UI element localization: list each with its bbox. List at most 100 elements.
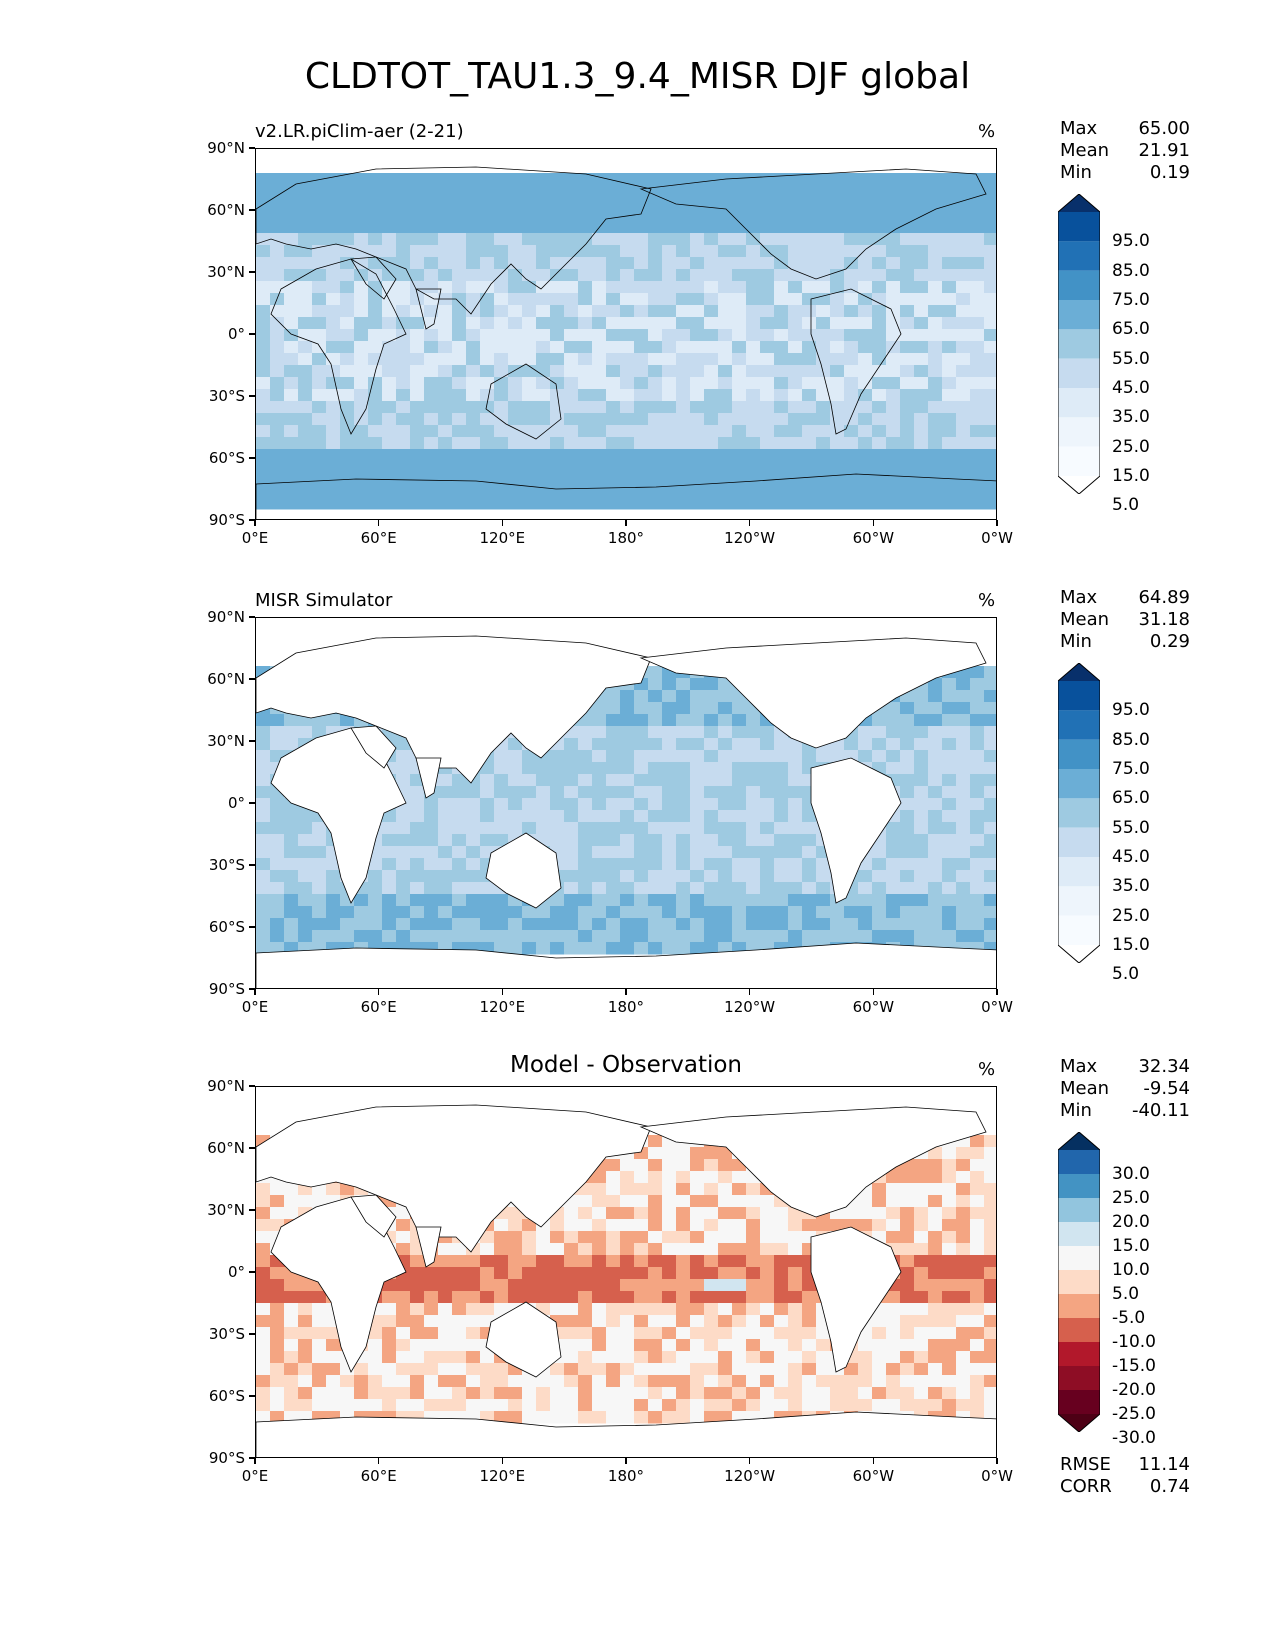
lat-tick	[249, 988, 255, 990]
stat-label: Mean	[1060, 1078, 1110, 1099]
lat-tick-label: 30°S	[208, 387, 245, 405]
map-model	[255, 148, 997, 520]
stat-value: 64.89	[1138, 587, 1190, 608]
stat-row: Min -40.11	[1060, 1100, 1190, 1122]
stat-row: CORR 0.74	[1060, 1476, 1190, 1498]
colorbar-label: 25.0	[1112, 1188, 1150, 1208]
colorbar	[1058, 1132, 1100, 1432]
lon-tick	[748, 989, 751, 995]
stat-label: Min	[1060, 1100, 1092, 1121]
lon-tick-label: 60°E	[360, 529, 397, 547]
stat-row: Max 65.00	[1060, 118, 1190, 140]
lat-tick	[249, 519, 255, 521]
lon-tick-label: 60°E	[360, 1467, 397, 1485]
colorbar-label: 5.0	[1112, 1284, 1140, 1304]
lat-tick	[249, 616, 255, 618]
lat-tick-label: 0°	[227, 1263, 245, 1281]
lat-tick-label: 60°S	[208, 918, 245, 936]
stat-value: -40.11	[1131, 1100, 1190, 1121]
lat-tick	[249, 1209, 255, 1211]
lon-tick	[996, 1458, 998, 1464]
stat-label: Mean	[1060, 609, 1110, 630]
colorbar	[1058, 194, 1100, 494]
stat-label: Min	[1060, 631, 1092, 652]
lat-tick-label: 60°N	[207, 670, 245, 688]
stats-block: Max 32.34 Mean -9.54 Min -40.11	[1060, 1056, 1190, 1122]
colorbar-label: 5.0	[1112, 964, 1140, 985]
colorbar-label: 85.0	[1112, 260, 1150, 281]
lat-tick	[249, 271, 255, 273]
stat-label: Min	[1060, 162, 1092, 183]
stat-row: Min 0.19	[1060, 162, 1190, 184]
lon-tick	[377, 989, 380, 995]
stat-value: 31.18	[1138, 609, 1190, 630]
lat-tick-label: 90°N	[207, 608, 245, 626]
lat-tick-label: 30°N	[207, 263, 245, 281]
stat-row: Mean -9.54	[1060, 1078, 1190, 1100]
lat-tick-label: 60°S	[208, 1387, 245, 1405]
lon-tick-label: 120°E	[479, 998, 526, 1016]
colorbar-label: 65.0	[1112, 319, 1150, 340]
lat-tick	[249, 457, 255, 459]
colorbar-label: -15.0	[1112, 1356, 1156, 1376]
lat-tick-label: 60°S	[208, 449, 245, 467]
lon-tick	[748, 1458, 751, 1464]
lon-tick	[254, 520, 256, 526]
lon-tick-label: 0°W	[981, 1467, 1013, 1485]
colorbar-label: 30.0	[1112, 1164, 1150, 1184]
colorbar-label: 95.0	[1112, 700, 1150, 721]
lat-tick	[249, 1271, 255, 1273]
stat-value: 0.19	[1149, 162, 1190, 183]
lat-tick-label: 30°N	[207, 1201, 245, 1219]
colorbar-label: 75.0	[1112, 290, 1150, 310]
stat-row: Max 32.34	[1060, 1056, 1190, 1078]
lon-tick	[377, 1458, 380, 1464]
map-field	[256, 635, 996, 988]
colorbar	[1058, 663, 1100, 963]
lat-tick	[249, 926, 255, 928]
lat-tick	[249, 1395, 255, 1397]
lat-tick-label: 0°	[227, 325, 245, 343]
lat-tick	[249, 395, 255, 397]
lat-tick	[249, 209, 255, 211]
colorbar-label: 25.0	[1112, 436, 1150, 457]
lat-tick-label: 90°S	[208, 980, 245, 998]
colorbar-label: 65.0	[1112, 788, 1150, 809]
lon-tick-label: 120°W	[724, 529, 776, 547]
map-field	[256, 1104, 996, 1457]
map-diff	[255, 1086, 997, 1458]
lat-tick-label: 30°S	[208, 1325, 245, 1343]
stats-block: Max 64.89 Mean 31.18 Min 0.29	[1060, 587, 1190, 653]
stat-row: Mean 21.91	[1060, 140, 1190, 162]
colorbar-label: 45.0	[1112, 378, 1150, 398]
lat-tick-label: 90°N	[207, 1077, 245, 1095]
lat-tick	[249, 1147, 255, 1149]
lon-tick	[254, 989, 256, 995]
lon-tick-label: 0°E	[241, 529, 269, 547]
lon-tick	[872, 1458, 875, 1464]
lat-tick-label: 30°S	[208, 856, 245, 874]
colorbar-label: -20.0	[1112, 1380, 1156, 1400]
lat-tick-label: 90°S	[208, 511, 245, 529]
stat-label: CORR	[1060, 1476, 1112, 1497]
lon-tick	[377, 520, 380, 526]
colorbar-label: 35.0	[1112, 876, 1150, 897]
lon-tick-label: 0°E	[241, 1467, 269, 1485]
panel-title: v2.LR.piClim-aer (2-21)	[255, 121, 464, 142]
lon-tick-label: 60°E	[360, 998, 397, 1016]
lon-tick-label: 120°E	[479, 1467, 526, 1485]
lon-tick-label: 180°	[607, 998, 645, 1016]
stat-label: Max	[1060, 587, 1098, 608]
lon-tick	[625, 989, 627, 995]
colorbar-label: 95.0	[1112, 231, 1150, 252]
colorbar-label: 35.0	[1112, 407, 1150, 428]
lon-tick-label: 180°	[607, 529, 645, 547]
lon-tick	[996, 989, 998, 995]
lon-tick	[501, 989, 504, 995]
lon-tick	[996, 520, 998, 526]
stat-label: Max	[1060, 118, 1098, 139]
panel-title: MISR Simulator	[255, 590, 393, 611]
lon-tick	[625, 520, 627, 526]
map-obs	[255, 617, 997, 989]
units-label: %	[978, 590, 996, 611]
